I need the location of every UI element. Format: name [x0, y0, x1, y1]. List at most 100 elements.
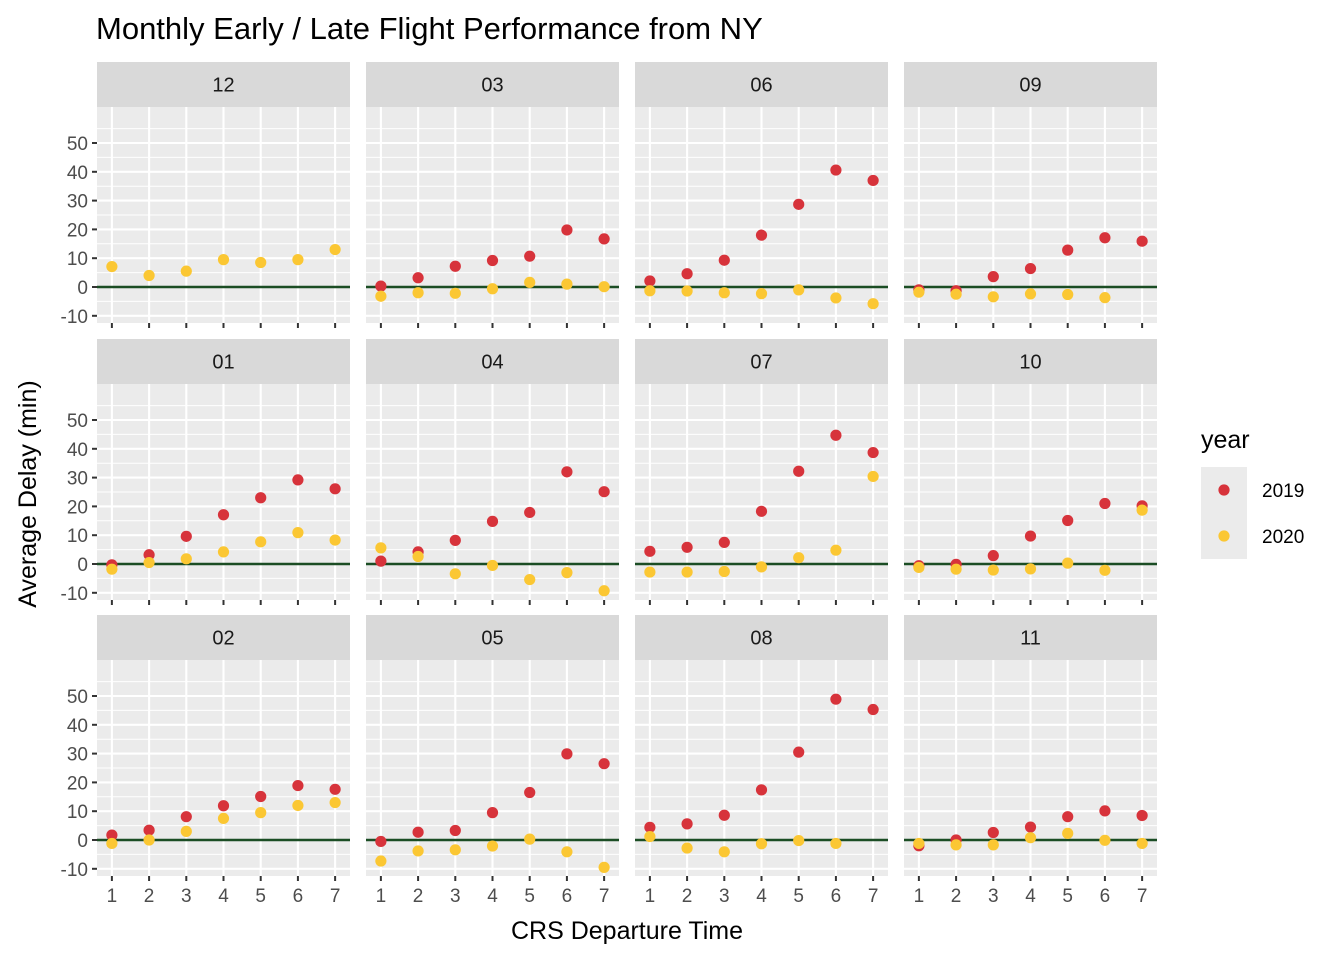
data-point-2020: [1136, 504, 1148, 516]
facet-strip: [97, 615, 350, 660]
y-axis-title: Average Delay (min): [14, 380, 42, 607]
x-tick-label: 6: [562, 886, 573, 907]
data-point-2020: [412, 845, 424, 857]
data-point-2019: [867, 446, 879, 459]
data-point-2019: [755, 784, 768, 796]
x-tick-label: 7: [1137, 886, 1148, 907]
facet-panel-01: 01 -10 0 10 20 30 40 50: [61, 339, 350, 605]
data-point-2019: [412, 272, 424, 284]
x-tick-label: 6: [831, 886, 842, 907]
facet-panel-09: 09: [904, 62, 1157, 328]
data-point-2019: [755, 229, 768, 241]
data-point-2019: [793, 465, 805, 477]
data-point-2020: [830, 837, 842, 850]
y-tick-label: 20: [67, 773, 88, 794]
data-point-2019: [867, 174, 879, 187]
data-point-2020: [1136, 837, 1148, 850]
data-point-2019: [681, 818, 693, 830]
data-point-2019: [561, 224, 573, 236]
data-point-2019: [375, 555, 387, 567]
legend-title: year: [1201, 426, 1250, 454]
data-point-2019: [449, 534, 461, 546]
data-point-2019: [644, 821, 656, 833]
data-point-2020: [375, 855, 387, 867]
data-point-2020: [867, 470, 879, 483]
data-point-2019: [180, 530, 192, 542]
data-point-2020: [793, 284, 805, 296]
data-point-2020: [793, 552, 805, 564]
data-point-2020: [1024, 288, 1037, 300]
facet-strip: [366, 339, 619, 384]
data-point-2019: [830, 164, 842, 176]
data-point-2020: [681, 285, 693, 297]
data-point-2020: [143, 269, 155, 282]
y-tick-label: 0: [77, 831, 88, 852]
data-point-2019: [375, 835, 387, 848]
data-point-2020: [449, 287, 461, 299]
x-tick-label: 1: [645, 886, 656, 907]
data-point-2019: [255, 790, 267, 803]
data-point-2020: [867, 298, 879, 310]
data-point-2020: [1099, 834, 1111, 846]
data-point-2020: [217, 812, 230, 825]
data-point-2020: [561, 278, 573, 290]
data-point-2020: [217, 546, 230, 558]
data-point-2020: [217, 254, 230, 266]
data-point-2020: [718, 846, 730, 858]
data-point-2020: [255, 807, 267, 819]
x-tick-label: 7: [330, 886, 341, 907]
y-tick-label: 40: [67, 163, 88, 184]
data-point-2020: [755, 838, 768, 850]
facet-panel-12: 12 -10 0 10 20 30 40 50: [61, 62, 350, 328]
data-point-2020: [143, 834, 155, 846]
facet-strip: [97, 339, 350, 384]
y-tick-label: 0: [77, 555, 88, 576]
x-tick-label: 3: [988, 886, 999, 907]
data-point-2020: [255, 256, 267, 269]
legend-marker-2020: [1218, 530, 1230, 542]
data-point-2020: [987, 564, 999, 576]
x-tick-label: 4: [487, 886, 498, 907]
data-point-2019: [1024, 530, 1037, 542]
data-point-2020: [755, 561, 768, 573]
data-point-2019: [793, 198, 805, 210]
x-tick-label: 3: [181, 886, 192, 907]
data-point-2019: [449, 260, 461, 272]
data-point-2020: [1062, 557, 1074, 569]
data-point-2019: [1099, 232, 1111, 244]
data-point-2019: [486, 515, 499, 527]
x-tick-label: 2: [951, 886, 962, 907]
data-point-2020: [598, 281, 610, 293]
data-point-2020: [755, 288, 768, 300]
data-point-2019: [1062, 811, 1074, 823]
data-point-2019: [598, 486, 610, 498]
x-tick-label: 1: [914, 886, 925, 907]
data-point-2020: [292, 799, 304, 812]
y-tick-label: -10: [61, 307, 88, 328]
data-point-2020: [449, 844, 461, 856]
x-tick-label: 4: [1025, 886, 1036, 907]
facet-strip-label: 07: [750, 352, 772, 374]
data-point-2020: [524, 833, 536, 845]
data-point-2019: [292, 474, 304, 486]
data-point-2019: [524, 786, 536, 799]
y-tick-label: 30: [67, 469, 88, 490]
y-tick-label: 20: [67, 497, 88, 518]
x-tick-label: 2: [144, 886, 155, 907]
data-point-2020: [830, 544, 842, 556]
data-point-2020: [412, 550, 424, 563]
x-tick-label: 5: [1062, 886, 1073, 907]
data-point-2019: [561, 466, 573, 478]
data-point-2020: [561, 567, 573, 579]
y-tick-label: 20: [67, 220, 88, 241]
facet-strip: [366, 62, 619, 107]
data-point-2019: [830, 429, 842, 441]
y-tick-label: 30: [67, 745, 88, 766]
data-point-2020: [598, 585, 610, 597]
data-point-2019: [1099, 805, 1111, 817]
data-point-2020: [329, 796, 341, 809]
data-point-2020: [412, 287, 424, 299]
data-point-2019: [644, 545, 656, 557]
data-point-2020: [486, 840, 499, 852]
y-tick-label: -10: [61, 860, 88, 881]
